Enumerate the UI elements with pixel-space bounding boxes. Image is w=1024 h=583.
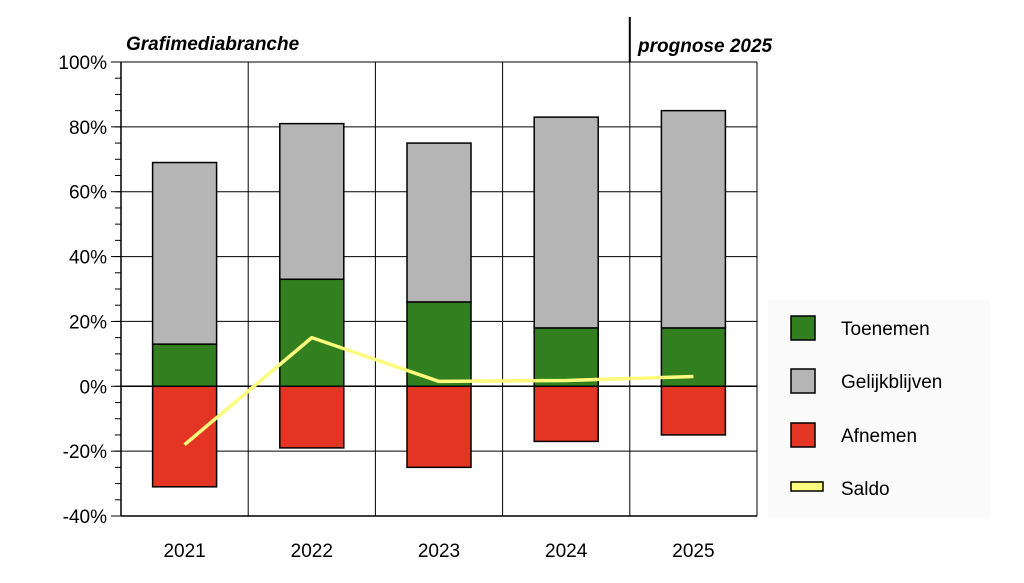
chart-title: Grafimediabranche xyxy=(126,34,300,55)
legend-label-gelijkblijven: Gelijkblijven xyxy=(841,372,942,393)
bars xyxy=(153,111,726,487)
legend-swatch-saldo xyxy=(791,482,823,491)
y-tick-label: 20% xyxy=(69,312,107,333)
legend-label-afnemen: Afnemen xyxy=(841,426,917,447)
forecast-label: prognose 2025 xyxy=(637,36,773,57)
bar-afnemen-2024 xyxy=(534,386,598,441)
y-tick-label: 40% xyxy=(69,248,107,269)
legend-swatch-toenemen xyxy=(791,316,815,340)
bar-gelijkblijven-2023 xyxy=(407,143,471,302)
legend-swatch-gelijkblijven xyxy=(791,369,815,393)
bar-toenemen-2024 xyxy=(534,328,598,386)
y-tick-label: -40% xyxy=(63,507,107,528)
x-tick-label: 2021 xyxy=(163,541,205,562)
x-tick-label: 2024 xyxy=(545,541,588,562)
legend-swatch-afnemen xyxy=(791,423,815,447)
bar-gelijkblijven-2025 xyxy=(661,111,725,328)
legend: Toenemen Gelijkblijven Afnemen Saldo xyxy=(768,300,990,518)
y-tick-label: 80% xyxy=(69,118,107,139)
x-tick-label: 2022 xyxy=(291,541,333,562)
y-tick-label: 100% xyxy=(58,53,107,74)
legend-label-toenemen: Toenemen xyxy=(841,319,930,340)
bar-toenemen-2021 xyxy=(153,344,217,386)
x-tick-label: 2025 xyxy=(672,541,714,562)
bar-gelijkblijven-2021 xyxy=(153,163,217,345)
bar-afnemen-2021 xyxy=(153,386,217,487)
x-tick-label: 2023 xyxy=(418,541,460,562)
y-tick-label: 60% xyxy=(69,183,107,204)
y-tick-label: -20% xyxy=(63,442,107,463)
bar-gelijkblijven-2024 xyxy=(534,117,598,328)
y-tick-label: 0% xyxy=(80,377,108,398)
bar-gelijkblijven-2022 xyxy=(280,124,344,280)
bar-afnemen-2022 xyxy=(280,386,344,448)
legend-label-saldo: Saldo xyxy=(841,479,890,500)
bar-toenemen-2022 xyxy=(280,279,344,386)
bar-afnemen-2025 xyxy=(661,386,725,435)
bar-afnemen-2023 xyxy=(407,386,471,467)
